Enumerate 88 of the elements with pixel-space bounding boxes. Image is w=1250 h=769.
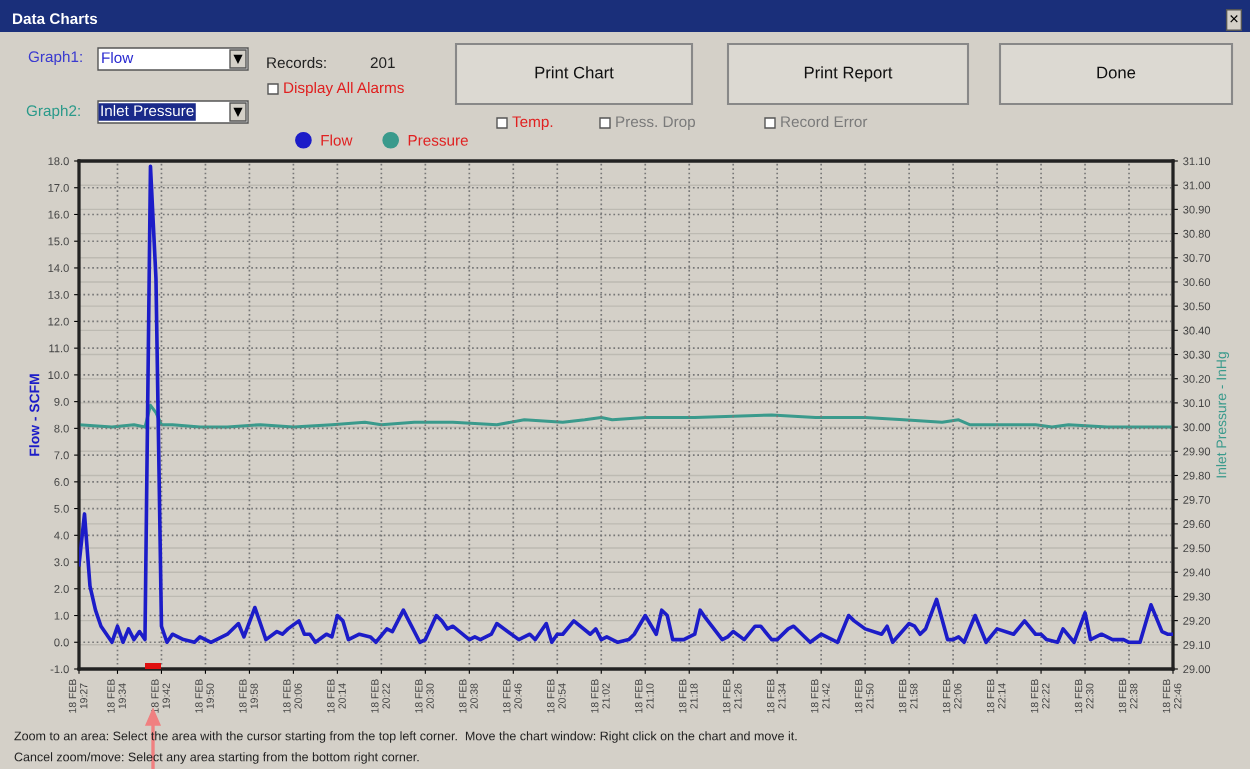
x-tick-label: 18 FEB 22:38 [1118, 679, 1138, 713]
y-tick-label: 10.0 [48, 371, 69, 380]
x-tick-label: 18 FEB 19:50 [195, 679, 214, 713]
y2-tick-label: 31.00 [1183, 181, 1211, 190]
x-tick-label: 18 FEB 22:46 [1162, 679, 1182, 713]
x-tick-label: 18 FEB 21:34 [766, 679, 786, 713]
text: Done [1097, 66, 1136, 79]
y-tick-label: 5.0 [54, 504, 69, 513]
y-tick-label: 9.0 [54, 397, 69, 406]
x-tick-label: 18 FEB 19:34 [107, 679, 126, 713]
y2-tick-label: 29.90 [1183, 447, 1211, 456]
y-tick-label: 7.0 [54, 451, 69, 460]
y2-axis-title: Inlet Pressure - InHg [1216, 352, 1230, 478]
x-tick-label: 18 FEB 20:46 [503, 679, 522, 713]
y2-tick-label: 30.50 [1183, 302, 1211, 311]
y2-tick-label: 30.80 [1183, 229, 1211, 238]
legend-label: Flow [321, 134, 353, 146]
y2-tick-label: 30.90 [1183, 205, 1211, 214]
x-tick-label: 18 FEB 22:14 [986, 679, 1006, 713]
y-tick-label: 11.0 [49, 344, 69, 353]
y-tick-label: 1.0 [54, 611, 69, 620]
x-tick-label: 18 FEB 19:58 [239, 679, 258, 713]
y-axis-title: Flow - SCFM [29, 374, 40, 456]
y-tick-label: 12.0 [48, 317, 69, 326]
text: Print Chart [535, 66, 614, 79]
y-tick-label: 6.0 [54, 478, 69, 486]
y-tick-label: 13.0 [48, 290, 69, 299]
y2-tick-label: 29.10 [1183, 641, 1211, 649]
text: Display All Alarms [284, 81, 404, 97]
text: Inlet Pressure [101, 104, 194, 117]
x-tick-label: 18 FEB 22:22 [1030, 679, 1050, 713]
caption: Graph1: [28, 50, 82, 66]
y2-tick-label: 29.80 [1183, 471, 1211, 480]
y-tick-label: 2.0 [54, 585, 69, 593]
x-tick-label: 18 FEB 20:30 [415, 679, 434, 713]
y-tick-label: 3.0 [54, 558, 69, 567]
x-tick-label: 18 FEB 21:02 [591, 679, 610, 713]
y-tick-label: 18.0 [48, 157, 69, 166]
x-tick-label: 18 FEB 21:58 [898, 679, 918, 713]
y2-tick-label: 29.70 [1183, 495, 1211, 504]
y2-tick-label: 30.70 [1183, 254, 1211, 262]
text: × [1230, 15, 1238, 23]
text: Press. Drop [616, 116, 696, 131]
caption: Graph2: [26, 104, 80, 120]
y2-tick-label: 31.10 [1183, 157, 1211, 166]
text: Temp. [512, 116, 553, 131]
y-tick-label: 8.0 [54, 424, 69, 433]
y-tick-label: 17.0 [48, 184, 69, 192]
text: Cancel zoom/move: Select any area starting from the bottom right corner. [14, 752, 419, 764]
x-tick-label: 18 FEB 20:22 [371, 679, 390, 713]
y-tick-label: 14.0 [48, 264, 69, 273]
y-tick-label: -1.0 [50, 665, 69, 674]
y-tick-label: 16.0 [48, 210, 69, 219]
text: Flow [102, 51, 134, 64]
y2-tick-label: 29.30 [1183, 592, 1211, 601]
chart-title: Data Charts [13, 12, 98, 25]
text: Zoom to an area: Select the area with the cursor starting from the top left corner. Move the chart window: Right click on the chart and move it. [14, 731, 797, 743]
x-tick-label: 18 FEB 22:30 [1074, 679, 1094, 713]
x-tick-label: 18 FEB 20:06 [283, 679, 302, 713]
legend-label: Pressure [408, 135, 468, 146]
y2-tick-label: 29.50 [1183, 544, 1211, 553]
y2-tick-label: 30.30 [1183, 350, 1211, 359]
x-tick-label: 18 FEB 21:10 [635, 679, 654, 713]
text: 201 [370, 57, 395, 69]
y2-tick-label: 30.10 [1183, 399, 1211, 408]
text: Print Report [804, 66, 893, 82]
text: Record Error [781, 115, 868, 128]
x-tick-label: 18 FEB 20:38 [459, 679, 478, 713]
y2-tick-label: 29.40 [1183, 568, 1211, 577]
x-tick-label: 18 FEB 21:42 [810, 679, 830, 713]
y2-tick-label: 29.60 [1183, 520, 1211, 528]
x-tick-label: 18 FEB 19:27 [68, 679, 88, 713]
x-tick-label: 18 FEB 20:54 [547, 679, 566, 713]
text: Records: [267, 56, 326, 69]
y2-tick-label: 30.20 [1183, 374, 1211, 383]
x-tick-label: 18 FEB 22:06 [942, 679, 962, 713]
y2-tick-label: 30.60 [1183, 278, 1211, 287]
y2-tick-label: 30.00 [1183, 423, 1211, 432]
y2-tick-label: 29.20 [1183, 616, 1211, 625]
x-tick-label: 18 FEB 21:26 [723, 679, 742, 713]
y-tick-label: 4.0 [54, 531, 69, 540]
y2-tick-label: 29.00 [1183, 665, 1211, 674]
x-tick-label: 18 FEB 21:50 [854, 679, 874, 713]
y-tick-label: 0.0 [54, 638, 69, 647]
y2-tick-label: 30.40 [1183, 326, 1211, 335]
y-tick-label: 15.0 [48, 237, 69, 246]
x-tick-label: 18 FEB 20:14 [327, 679, 346, 713]
x-tick-label: 18 FEB 21:18 [679, 679, 698, 713]
